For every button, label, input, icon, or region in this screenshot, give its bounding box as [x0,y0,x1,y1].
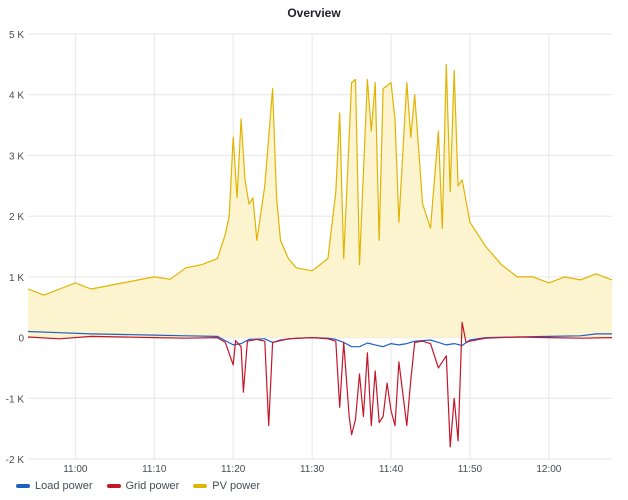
pv-power-area [28,64,612,338]
legend-item[interactable]: Load power [16,480,93,492]
legend-label: PV power [212,480,260,492]
legend-item[interactable]: PV power [193,480,260,492]
y-tick-label: -1 K [6,394,25,405]
y-tick-label: 3 K [9,151,24,162]
x-tick-label: 11:30 [300,464,325,475]
legend-swatch [193,484,208,488]
panel-title: Overview [287,6,341,20]
y-tick-label: 2 K [9,212,24,223]
x-tick-label: 11:20 [221,464,246,475]
chart-legend: Load power Grid power PV power [16,480,260,492]
legend-swatch [16,484,30,488]
legend-swatch [106,484,121,488]
legend-item[interactable]: Grid power [106,480,180,492]
legend-label: Grid power [125,480,180,492]
x-tick-label: 11:10 [142,464,167,475]
x-tick-label: 11:40 [379,464,404,475]
x-tick-label: 12:00 [536,464,561,475]
y-tick-label: 0 [18,334,24,345]
pv-power-line [27,63,613,296]
legend-label: Load power [35,480,93,492]
y-tick-label: 4 K [9,91,24,102]
grid-power-line [27,321,613,448]
y-tick-label: 1 K [9,273,24,284]
x-tick-label: 11:50 [458,464,483,475]
y-tick-label: 5 K [9,30,24,41]
x-tick-label: 11:00 [63,464,88,475]
y-tick-label: -2 K [6,455,25,466]
